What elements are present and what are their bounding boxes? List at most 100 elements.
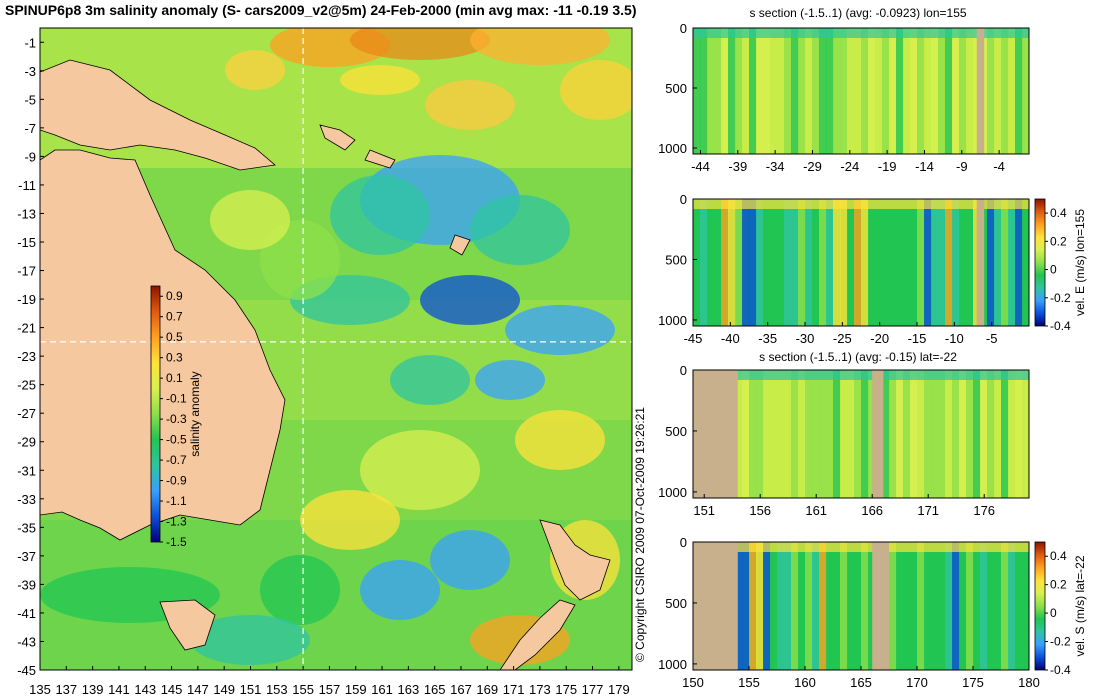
section-x-tick-label: -29 — [803, 159, 822, 174]
section-y-tick-label: 0 — [680, 192, 687, 207]
map-y-tick-label: -25 — [17, 378, 36, 393]
section-x-tick-label: -39 — [728, 159, 747, 174]
section-y-tick-label: 500 — [665, 81, 687, 96]
section-x-tick-label: -5 — [986, 331, 998, 346]
section-x-tick-label: 175 — [962, 675, 984, 690]
eddy-feature — [560, 60, 632, 120]
section-colorbar — [1034, 198, 1046, 327]
map-x-tick-label: 161 — [371, 682, 393, 697]
map-y-tick-label: -19 — [17, 292, 36, 307]
section-x-tick-label: -40 — [721, 331, 740, 346]
map-y-tick-label: -21 — [17, 321, 36, 336]
land-mass — [364, 149, 396, 169]
map-x-tick-label: 155 — [292, 682, 314, 697]
map-y-tick-label: -23 — [17, 349, 36, 364]
section-x-tick-label: 176 — [973, 503, 995, 518]
map-x-tick-label: 151 — [240, 682, 262, 697]
eddy-feature — [260, 220, 340, 300]
section-x-tick-label: 180 — [1018, 675, 1040, 690]
map-x-tick-label: 137 — [55, 682, 77, 697]
section-colorbar — [1034, 541, 1046, 671]
eddy-feature — [360, 560, 440, 620]
velocity-east-section-lon155: -45 -40 -35 -30 -25 -20 -15 -10 -5 0 500 1000 0.4 0.2… — [658, 192, 1087, 346]
eddy-feature — [260, 555, 340, 625]
salinity-section-lat-22: 151 156 161 166 171 176 0 500 1000 — [658, 363, 1030, 518]
map-colorbar-label: salinity anomaly — [188, 371, 202, 456]
map-colorbar-bar — [150, 285, 161, 543]
map-y-tick-label: -29 — [17, 435, 36, 450]
section-x-tick-label: -24 — [840, 159, 859, 174]
eddy-feature — [425, 80, 515, 130]
land-mass — [539, 519, 611, 601]
eddy-feature — [340, 65, 420, 95]
eddy-feature — [515, 410, 605, 470]
section-colorbar-label: vel. S (m/s) lat=-22 — [1073, 555, 1087, 656]
land-mass — [319, 124, 356, 151]
map-title: SPINUP6p8 3m salinity anomaly (S- cars20… — [5, 2, 637, 18]
section-y-tick-label: 500 — [665, 424, 687, 439]
section-x-tick-label: -35 — [758, 331, 777, 346]
section-colorbar-tick-label: 0 — [1050, 263, 1057, 277]
section-x-tick-label: -14 — [915, 159, 934, 174]
map-x-tick-label: 153 — [266, 682, 288, 697]
map-x-tick-label: 149 — [213, 682, 235, 697]
map-x-tick-label: 135 — [29, 682, 51, 697]
bathymetry-mask — [872, 542, 889, 670]
section-colorbar-tick-label: 0.4 — [1050, 206, 1067, 220]
map-y-tick-label: -31 — [17, 463, 36, 478]
section-y-tick-label: 0 — [680, 535, 687, 550]
section-x-tick-label: -30 — [796, 331, 815, 346]
eddy-feature — [390, 355, 470, 405]
section-colorbar-tick-label: 0 — [1050, 606, 1057, 620]
section-colorbar-tick-label: 0.4 — [1050, 549, 1067, 563]
map-y-tick-label: -5 — [24, 92, 36, 107]
section-x-tick-label: -34 — [766, 159, 785, 174]
eddy-feature — [505, 305, 615, 355]
map-x-tick-label: 175 — [555, 682, 577, 697]
section-x-tick-label: 151 — [693, 503, 715, 518]
section-x-tick-label: -19 — [878, 159, 897, 174]
map-colorbar-tick-label: -0.9 — [166, 474, 187, 488]
section-colorbar-label: vel. E (m/s) lon=155 — [1073, 209, 1087, 316]
map-y-tick-label: -3 — [24, 64, 36, 79]
section-x-tick-label: -15 — [908, 331, 927, 346]
map-colorbar-tick-label: 0.9 — [166, 289, 183, 303]
map-y-tick-label: -17 — [17, 264, 36, 279]
land-mass — [449, 234, 471, 256]
salinity-map-panel: 135 137 139 141 143 145 147 149 151 153 155 157 159 1… — [17, 27, 633, 697]
eddy-feature — [470, 28, 610, 65]
section-y-tick-label: 0 — [680, 21, 687, 36]
map-colorbar-tick-label: 0.1 — [166, 371, 183, 385]
section-x-tick-label: 165 — [850, 675, 872, 690]
map-colorbar-tick-label: 0.3 — [166, 351, 183, 365]
section-colorbar-tick-label: -0.4 — [1050, 319, 1071, 333]
map-y-tick-label: -43 — [17, 634, 36, 649]
map-x-tick-label: 171 — [503, 682, 525, 697]
eddy-feature — [360, 430, 480, 510]
section-colorbar-tick-label: 0.2 — [1050, 578, 1067, 592]
map-x-tick-label: 157 — [319, 682, 341, 697]
section-3-title: s section (-1.5..1) (avg: -0.15) lat=-22 — [759, 350, 957, 364]
section-x-tick-label: 161 — [805, 503, 827, 518]
map-x-tick-label: 167 — [450, 682, 472, 697]
section-x-tick-label: 170 — [906, 675, 928, 690]
map-y-tick-label: -13 — [17, 206, 36, 221]
map-colorbar-tick-label: -1.5 — [166, 535, 187, 549]
section-x-tick-label: -44 — [691, 159, 710, 174]
map-colorbar-tick-label: -0.3 — [166, 412, 187, 426]
section-x-tick-label: 150 — [682, 675, 704, 690]
section-x-tick-label: 156 — [749, 503, 771, 518]
map-colorbar-tick-label: 0.5 — [166, 330, 183, 344]
land-mass — [40, 149, 286, 541]
eddy-feature — [350, 28, 490, 60]
section-x-tick-label: 166 — [861, 503, 883, 518]
section-x-tick-label: -20 — [870, 331, 889, 346]
map-x-tick-label: 163 — [398, 682, 420, 697]
map-colorbar-tick-label: 0.7 — [166, 310, 183, 324]
eddy-feature — [210, 190, 290, 250]
eddy-feature — [330, 175, 430, 255]
map-x-tick-label: 179 — [608, 682, 630, 697]
section-frame — [692, 369, 1030, 499]
section-x-tick-label: 155 — [738, 675, 760, 690]
